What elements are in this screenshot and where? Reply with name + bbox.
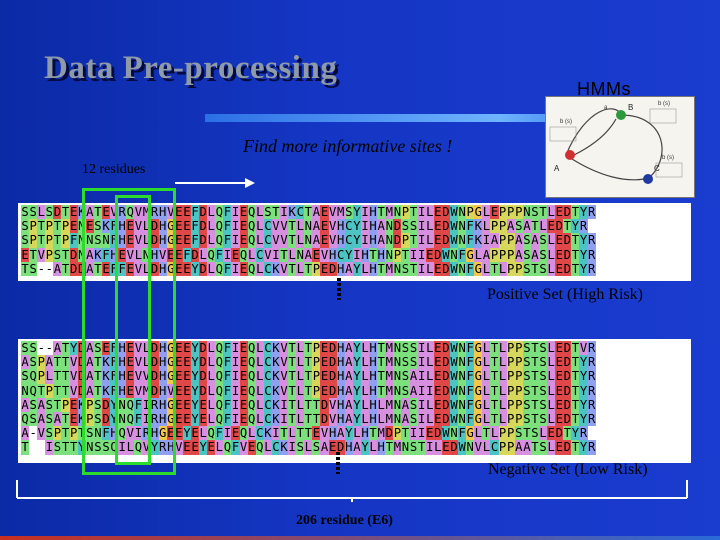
negative-alignment: SS--ATYDASEFHEVLDHGEEYDLQFIEQLCKVTLTPEDH… (18, 339, 691, 463)
positive-alignment: SSLSDTEKATEVRQVMRHVEEFDLQFIEQLSTIKCTAEVM… (18, 203, 691, 281)
hmm-emission-label-b: b (s) (658, 101, 670, 107)
alignment-row: SS--ATYDASEFHEVLDHGEEYDLQFIEQLCKVTLTPEDH… (21, 341, 596, 356)
sequence-width-label: 206 residue (E6) (296, 513, 393, 528)
hmm-label: HMMs (577, 79, 631, 99)
residues-label: 12 residues (82, 162, 146, 177)
negative-set-label: Negative Set (Low Risk) (488, 461, 648, 478)
alignment-row: A-VSPTPTSNFHQVIRHGEEYELQFIEQLCKITLTTEVHA… (21, 426, 588, 441)
alignment-row: SSLSDTEKATEVRQVMRHVEEFDLQFIEQLSTIKCTAEVM… (21, 205, 596, 220)
hmm-emission-label-a: b (s) (560, 119, 572, 125)
positive-set-label: Positive Set (High Risk) (487, 286, 644, 303)
continuation-dots-bottom (336, 452, 340, 474)
sequence-width-bracket (16, 480, 688, 502)
alignment-row: T ISTTYNSSQILQVYRHVEEYELQFVEQLCKISLSAEDH… (21, 440, 596, 455)
hmm-diagram: B A C a b (s) b (s) b (s) (545, 96, 695, 198)
hmm-state-b (616, 110, 626, 120)
title-underline (205, 114, 625, 122)
continuation-dots-top (337, 278, 341, 300)
hmm-state-a (565, 150, 575, 160)
alignment-row: TS--ATDDATEFFEVLDHGEEYDLQFIEQLCKVTLTPEDH… (21, 261, 596, 276)
alignment-row: SPTPTPENESKFHEVLDHGEEFDLQFIEQLCVVTLNAEVH… (21, 219, 588, 234)
hmm-emission-label-c: b (s) (662, 155, 674, 161)
page-title: Data Pre-processing (44, 50, 338, 86)
residues-arrow-icon (175, 178, 255, 188)
hmm-transition-label: a (604, 105, 608, 111)
alignment-row: ETVPSTDNAKFHEVLNHVEEFDLQFIEQLCVITLNAEVHC… (21, 247, 596, 262)
hmm-state-c (643, 174, 653, 184)
alignment-row: ASPATTVDATKFHEVLDHGEEYDLQFIEQLCKVTLTPEDH… (21, 355, 596, 370)
alignment-row: NQTPTTVDATKFHEVMDHVEEYDLQFIEQLCKVTLTPEDH… (21, 383, 596, 398)
hmm-state-a-label: A (554, 164, 560, 173)
footer-bar (0, 536, 720, 540)
subtitle: Find more informative sites ! (243, 136, 453, 156)
alignment-row: SPTPTPFNNSNFHEVLDHGEEFDLQFIEQLCVVTLNAEVH… (21, 233, 596, 248)
alignment-row: SQPLTTVDATKFHEVVDHGEEYDLQFIEQLCKVTLTPEDH… (21, 369, 596, 384)
hmm-state-b-label: B (628, 103, 633, 112)
hmm-state-c-label: C (654, 164, 660, 173)
alignment-row: ASASTPEKPSDYNQFIRHGEEYELQFIEQLCKITLTTDVH… (21, 397, 596, 412)
hmm-diagram-graphic: B A C a b (s) b (s) b (s) (549, 101, 683, 184)
alignment-row: QSASATEKPSDYNQFIRHGEEYELQFIEQLCKITLTTDVH… (21, 411, 596, 427)
